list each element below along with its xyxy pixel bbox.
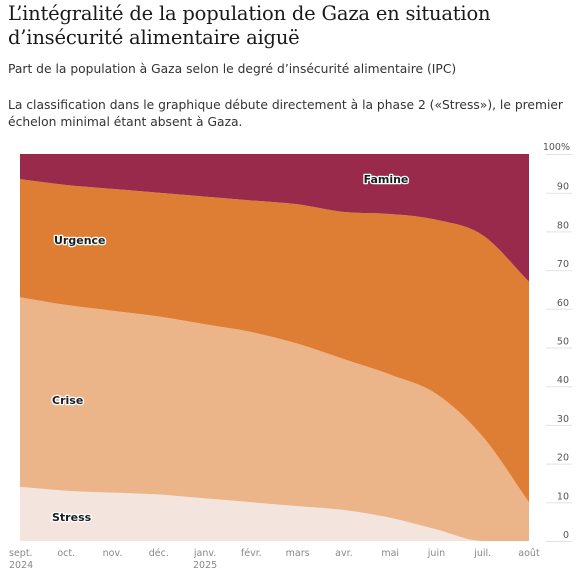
area-urgence xyxy=(20,179,529,503)
y-tick-label: 20 xyxy=(557,453,569,464)
x-tick-label: nov. xyxy=(103,548,123,559)
series-label-crise: Crise xyxy=(52,394,83,407)
series-label-famine: Famine xyxy=(364,173,409,186)
chart-note: La classification dans le graphique débu… xyxy=(8,98,563,129)
y-tick-label: 50 xyxy=(557,337,569,348)
x-tick-label: déc. xyxy=(149,548,169,559)
series-label-urgence: Urgence xyxy=(54,234,106,247)
y-tick-label: 0 xyxy=(563,530,569,541)
y-tick-label-top: 100% xyxy=(543,142,570,153)
series-labels: Stress Crise Urgence Famine xyxy=(51,172,410,526)
series-label-stress: Stress xyxy=(52,511,92,524)
area-stress xyxy=(20,486,529,541)
chart-title: L’intégralité de la population de Gaza e… xyxy=(8,2,491,49)
x-tick-label: août xyxy=(518,548,540,559)
x-tick-label: juin xyxy=(427,548,445,559)
x-tick-label: févr. xyxy=(241,548,262,559)
y-tick-label: 90 xyxy=(557,182,569,193)
x-tick-label: oct. xyxy=(57,548,75,559)
x-tick-label: janv. xyxy=(193,548,216,559)
x-tick-label: mai xyxy=(381,548,399,559)
y-tick-label: 30 xyxy=(557,414,569,425)
x-axis: sept.2024 oct. nov. déc. janv.2025 févr. mars a… xyxy=(9,548,540,571)
area-famine xyxy=(20,154,529,282)
x-tick-label: mars xyxy=(286,548,310,559)
chart-subtitle: Part de la population à Gaza selon le de… xyxy=(8,62,457,76)
x-tick-label-year: 2024 xyxy=(9,560,33,571)
y-axis: 0 10 20 30 40 50 60 70 80 90 100% xyxy=(543,142,572,542)
x-tick-label-year: 2025 xyxy=(193,560,217,571)
x-tick-label: sept. xyxy=(9,548,33,559)
y-tick-label: 40 xyxy=(557,375,569,386)
x-tick-label: avr. xyxy=(335,548,353,559)
y-tick-label: 70 xyxy=(557,259,569,270)
area-layers xyxy=(20,154,529,541)
y-tick-label: 60 xyxy=(557,298,569,309)
y-tick-label: 10 xyxy=(557,491,569,502)
area-crise xyxy=(20,297,529,541)
x-tick-label: juil. xyxy=(473,548,491,559)
y-tick-label: 80 xyxy=(557,220,569,231)
